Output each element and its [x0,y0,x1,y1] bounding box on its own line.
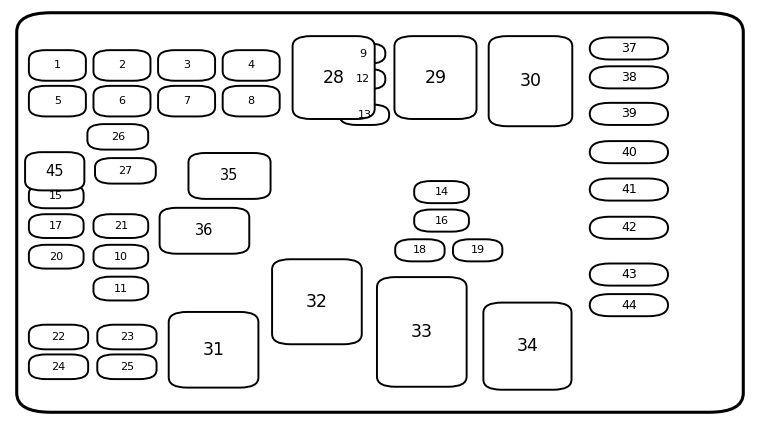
FancyBboxPatch shape [590,178,668,201]
Text: 24: 24 [52,362,65,372]
FancyBboxPatch shape [590,37,668,60]
Text: 2: 2 [119,60,125,71]
Text: 23: 23 [120,332,134,342]
FancyBboxPatch shape [489,36,572,126]
Text: 39: 39 [621,108,637,120]
Text: 34: 34 [517,337,538,355]
Text: 7: 7 [183,96,190,106]
FancyBboxPatch shape [590,294,668,316]
FancyBboxPatch shape [340,105,389,125]
FancyBboxPatch shape [93,245,148,269]
FancyBboxPatch shape [414,210,469,232]
FancyBboxPatch shape [590,217,668,239]
FancyBboxPatch shape [340,69,385,89]
FancyBboxPatch shape [377,277,467,387]
Text: 11: 11 [114,283,128,294]
Text: 38: 38 [621,71,637,84]
Text: 40: 40 [621,146,637,159]
Text: 35: 35 [220,168,239,184]
Text: 26: 26 [111,132,125,142]
Text: 27: 27 [119,166,132,176]
FancyBboxPatch shape [29,86,86,116]
Text: 20: 20 [49,252,63,262]
FancyBboxPatch shape [29,184,84,208]
FancyBboxPatch shape [169,312,258,388]
FancyBboxPatch shape [93,277,148,300]
Text: 6: 6 [119,96,125,106]
FancyBboxPatch shape [29,50,86,81]
FancyBboxPatch shape [29,354,88,379]
FancyBboxPatch shape [453,239,502,261]
Text: 19: 19 [470,245,485,255]
Text: 9: 9 [359,48,366,59]
Text: 3: 3 [183,60,190,71]
Text: 33: 33 [411,323,432,341]
Text: 43: 43 [621,268,637,281]
Text: 1: 1 [54,60,61,71]
FancyBboxPatch shape [29,214,84,238]
FancyBboxPatch shape [93,50,150,81]
FancyBboxPatch shape [25,152,84,190]
FancyBboxPatch shape [414,181,469,203]
FancyBboxPatch shape [29,325,88,349]
FancyBboxPatch shape [95,158,156,184]
FancyBboxPatch shape [340,43,385,64]
FancyBboxPatch shape [93,214,148,238]
Text: 14: 14 [435,187,448,197]
FancyBboxPatch shape [223,86,280,116]
Text: 42: 42 [621,221,637,234]
FancyBboxPatch shape [590,66,668,88]
FancyBboxPatch shape [590,103,668,125]
Text: 21: 21 [114,221,128,231]
FancyBboxPatch shape [93,86,150,116]
Text: 44: 44 [621,299,637,312]
FancyBboxPatch shape [272,259,362,344]
Text: 41: 41 [621,183,637,196]
Text: 28: 28 [323,68,344,87]
Text: 37: 37 [621,42,637,55]
FancyBboxPatch shape [97,354,157,379]
FancyBboxPatch shape [158,50,215,81]
Text: 10: 10 [114,252,128,262]
FancyBboxPatch shape [29,245,84,269]
FancyBboxPatch shape [483,303,572,390]
Text: 36: 36 [195,223,214,238]
FancyBboxPatch shape [394,36,477,119]
Text: 5: 5 [54,96,61,106]
FancyBboxPatch shape [293,36,375,119]
Text: 32: 32 [306,293,328,311]
FancyBboxPatch shape [590,264,668,286]
FancyBboxPatch shape [17,13,743,412]
FancyBboxPatch shape [188,153,271,199]
Text: 31: 31 [203,341,224,359]
Text: 16: 16 [435,215,448,226]
Text: 25: 25 [120,362,134,372]
Text: 17: 17 [49,221,63,231]
Text: 29: 29 [424,68,447,87]
Text: 4: 4 [248,60,255,71]
Text: 15: 15 [49,191,63,201]
Text: 45: 45 [46,164,64,179]
FancyBboxPatch shape [158,86,215,116]
FancyBboxPatch shape [97,325,157,349]
Text: 22: 22 [52,332,65,342]
FancyBboxPatch shape [223,50,280,81]
FancyBboxPatch shape [590,141,668,163]
Text: 12: 12 [356,74,369,84]
Text: 18: 18 [413,245,427,255]
FancyBboxPatch shape [87,124,148,150]
Text: 13: 13 [357,110,372,120]
Text: 30: 30 [520,72,541,90]
FancyBboxPatch shape [395,239,445,261]
FancyBboxPatch shape [160,208,249,254]
Text: 8: 8 [248,96,255,106]
